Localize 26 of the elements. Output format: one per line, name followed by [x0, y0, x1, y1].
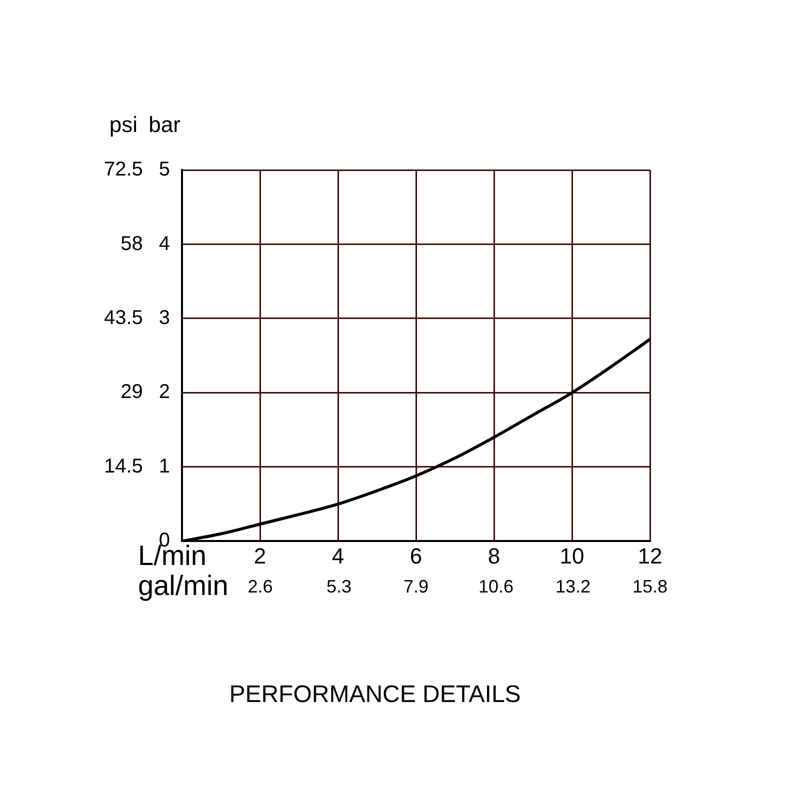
x2-tick-label: 5.3 — [326, 576, 352, 596]
y-tick-label: 3 — [158, 306, 170, 329]
x2-tick-label: 15.8 — [632, 576, 668, 596]
x-tick-label: 6 — [410, 543, 422, 568]
x2-tick-label: 7.9 — [404, 576, 429, 596]
y2-tick-label: 14.5 — [104, 455, 143, 478]
y2-tick-label: 29 — [120, 381, 143, 404]
x2-axis-title: gal/min — [138, 570, 228, 602]
text: PERFORMANCE DETAILS — [229, 681, 521, 708]
y2-tick-label: 58 — [120, 232, 143, 255]
x-tick-label: 10 — [560, 543, 584, 568]
y2-tick-label: 72.5 — [104, 158, 143, 181]
y-tick-label: 2 — [158, 381, 170, 404]
y2-tick-label: 43.5 — [104, 306, 143, 329]
x-tick-label: 12 — [638, 543, 662, 568]
x-tick-label: 8 — [488, 543, 500, 568]
y2-axis-title: psi — [109, 112, 138, 138]
x2-tick-label: 13.2 — [555, 576, 591, 596]
x-tick-label: 2 — [254, 543, 266, 568]
y-tick-label: 5 — [158, 158, 170, 181]
x2-tick-label: 10.6 — [478, 576, 514, 596]
y-axis-title: bar — [148, 112, 180, 138]
y-tick-label: 1 — [158, 455, 170, 478]
x-tick-label: 4 — [332, 543, 344, 568]
x2-tick-label: 2.6 — [248, 576, 273, 596]
y-tick-label: 4 — [158, 232, 170, 255]
